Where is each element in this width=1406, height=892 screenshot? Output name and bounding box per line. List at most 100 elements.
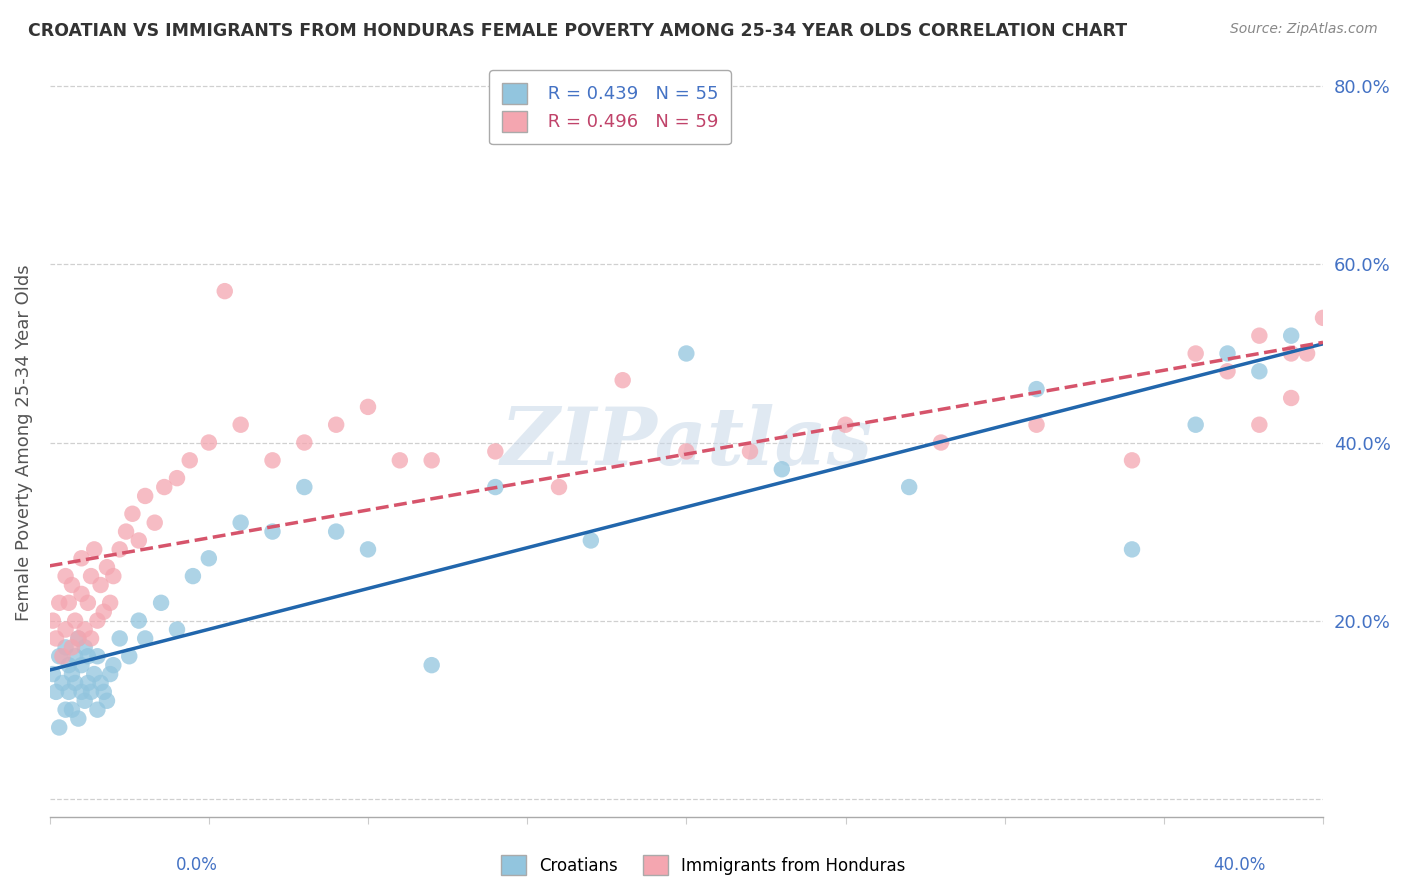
Point	[90, 676, 112, 690]
Point	[108, 542, 131, 557]
Point	[45, 685, 67, 699]
Text: 40.0%: 40.0%	[1213, 856, 1265, 874]
Point	[80, 569, 103, 583]
Point	[1249, 417, 1271, 432]
Point	[60, 640, 83, 655]
Point	[166, 623, 188, 637]
Point	[179, 453, 201, 467]
Point	[484, 444, 506, 458]
Point	[58, 685, 80, 699]
Point	[770, 462, 793, 476]
Point	[388, 453, 411, 467]
Point	[76, 676, 98, 690]
Point	[63, 676, 86, 690]
Point	[420, 453, 443, 467]
Point	[128, 614, 150, 628]
Point	[675, 444, 697, 458]
Point	[325, 417, 347, 432]
Point	[898, 480, 921, 494]
Point	[96, 560, 118, 574]
Point	[1279, 346, 1302, 360]
Point	[1025, 382, 1047, 396]
Point	[70, 587, 93, 601]
Point	[612, 373, 634, 387]
Point	[80, 632, 103, 646]
Point	[55, 703, 77, 717]
Text: 0.0%: 0.0%	[176, 856, 218, 874]
Point	[103, 658, 125, 673]
Point	[262, 524, 284, 539]
Point	[153, 480, 176, 494]
Point	[63, 649, 86, 664]
Point	[262, 453, 284, 467]
Point	[198, 435, 221, 450]
Point	[60, 703, 83, 717]
Point	[76, 596, 98, 610]
Point	[118, 649, 141, 664]
Point	[198, 551, 221, 566]
Point	[128, 533, 150, 548]
Point	[1249, 364, 1271, 378]
Point	[1249, 328, 1271, 343]
Point	[98, 596, 121, 610]
Text: ZIPatlas: ZIPatlas	[501, 404, 872, 482]
Point	[1312, 310, 1334, 325]
Point	[420, 658, 443, 673]
Point	[103, 569, 125, 583]
Point	[86, 703, 108, 717]
Point	[181, 569, 204, 583]
Point	[1121, 453, 1143, 467]
Point	[90, 578, 112, 592]
Point	[229, 516, 252, 530]
Text: CROATIAN VS IMMIGRANTS FROM HONDURAS FEMALE POVERTY AMONG 25-34 YEAR OLDS CORREL: CROATIAN VS IMMIGRANTS FROM HONDURAS FEM…	[28, 22, 1128, 40]
Point	[48, 721, 70, 735]
Point	[70, 685, 93, 699]
Point	[1184, 417, 1206, 432]
Point	[292, 435, 315, 450]
Point	[214, 284, 236, 298]
Point	[42, 667, 65, 681]
Point	[73, 623, 96, 637]
Point	[42, 614, 65, 628]
Point	[60, 667, 83, 681]
Point	[93, 605, 115, 619]
Point	[55, 640, 77, 655]
Point	[1025, 417, 1047, 432]
Point	[1121, 542, 1143, 557]
Point	[86, 649, 108, 664]
Point	[150, 596, 173, 610]
Point	[55, 623, 77, 637]
Point	[292, 480, 315, 494]
Point	[70, 551, 93, 566]
Point	[548, 480, 571, 494]
Legend:  R = 0.439   N = 55,  R = 0.496   N = 59: R = 0.439 N = 55, R = 0.496 N = 59	[489, 70, 731, 145]
Point	[738, 444, 761, 458]
Point	[76, 649, 98, 664]
Point	[166, 471, 188, 485]
Point	[58, 596, 80, 610]
Text: Source: ZipAtlas.com: Source: ZipAtlas.com	[1230, 22, 1378, 37]
Point	[325, 524, 347, 539]
Point	[58, 658, 80, 673]
Point	[63, 614, 86, 628]
Point	[675, 346, 697, 360]
Point	[579, 533, 602, 548]
Point	[1184, 346, 1206, 360]
Point	[929, 435, 952, 450]
Point	[73, 694, 96, 708]
Point	[93, 685, 115, 699]
Y-axis label: Female Poverty Among 25-34 Year Olds: Female Poverty Among 25-34 Year Olds	[15, 264, 32, 621]
Point	[121, 507, 143, 521]
Point	[1216, 364, 1239, 378]
Point	[86, 614, 108, 628]
Point	[108, 632, 131, 646]
Point	[67, 712, 90, 726]
Point	[60, 578, 83, 592]
Point	[484, 480, 506, 494]
Point	[80, 685, 103, 699]
Point	[55, 569, 77, 583]
Point	[45, 632, 67, 646]
Point	[48, 649, 70, 664]
Point	[1279, 391, 1302, 405]
Point	[143, 516, 166, 530]
